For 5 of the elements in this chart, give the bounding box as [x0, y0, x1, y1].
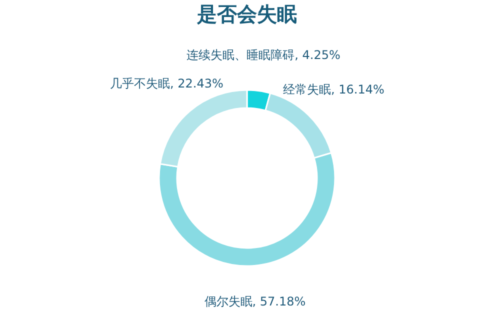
chart-title: 是否会失眠 — [196, 2, 297, 26]
slice-label: 几乎不失眠, 22.43% — [110, 76, 224, 91]
slice-label: 偶尔失眠, 57.18% — [204, 294, 306, 309]
slice-label: 经常失眠, 16.14% — [282, 82, 384, 96]
slice-label: 连续失眠、睡眠障碍, 4.25% — [186, 48, 340, 62]
